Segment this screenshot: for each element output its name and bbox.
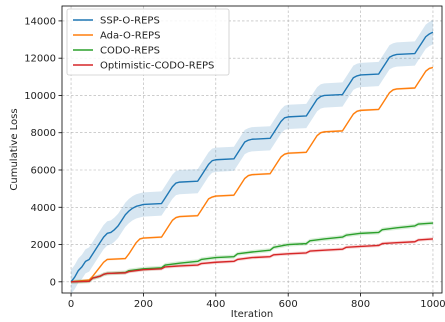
y-tick-label: 6000 (31, 166, 56, 177)
legend-entry-0: SSP-O-REPS (100, 16, 160, 27)
legend-entry-1: Ada-O-REPS (100, 31, 160, 42)
y-tick-label: 4000 (31, 203, 56, 214)
y-tick-label: 8000 (31, 128, 56, 139)
series-line-3 (71, 238, 433, 283)
x-tick-label: 0 (68, 299, 74, 310)
series-lines (70, 31, 434, 283)
legend-entry-3: Optimistic-CODO-REPS (100, 61, 214, 72)
y-tick-label: 0 (50, 277, 56, 288)
y-axis-label: Cumulative Loss (9, 108, 20, 190)
series-line-0 (70, 31, 434, 283)
series-line-1 (70, 66, 434, 283)
axis-ticks: 0 200 400 600 800 100002000400060008000100001… (24, 16, 445, 310)
y-tick-label: 12000 (24, 54, 56, 65)
x-tick-label: 800 (351, 299, 370, 310)
x-axis-label: Iteration (231, 309, 273, 320)
legend: SSP-O-REPS Ada-O-REPS CODO-REPS Optimistic-… (66, 8, 230, 76)
y-tick-label: 14000 (24, 16, 56, 27)
plot-frame (61, 5, 443, 294)
series-band-0 (71, 19, 433, 294)
x-tick-label: 1000 (420, 299, 445, 310)
legend-box (66, 8, 230, 76)
legend-entry-2: CODO-REPS (100, 46, 160, 57)
y-tick-label: 2000 (31, 240, 56, 251)
x-tick-label: 400 (206, 299, 225, 310)
series-band-3 (71, 237, 433, 284)
x-tick-label: 200 (134, 299, 153, 310)
x-tick-label: 600 (279, 299, 298, 310)
y-tick-label: 10000 (24, 91, 56, 102)
